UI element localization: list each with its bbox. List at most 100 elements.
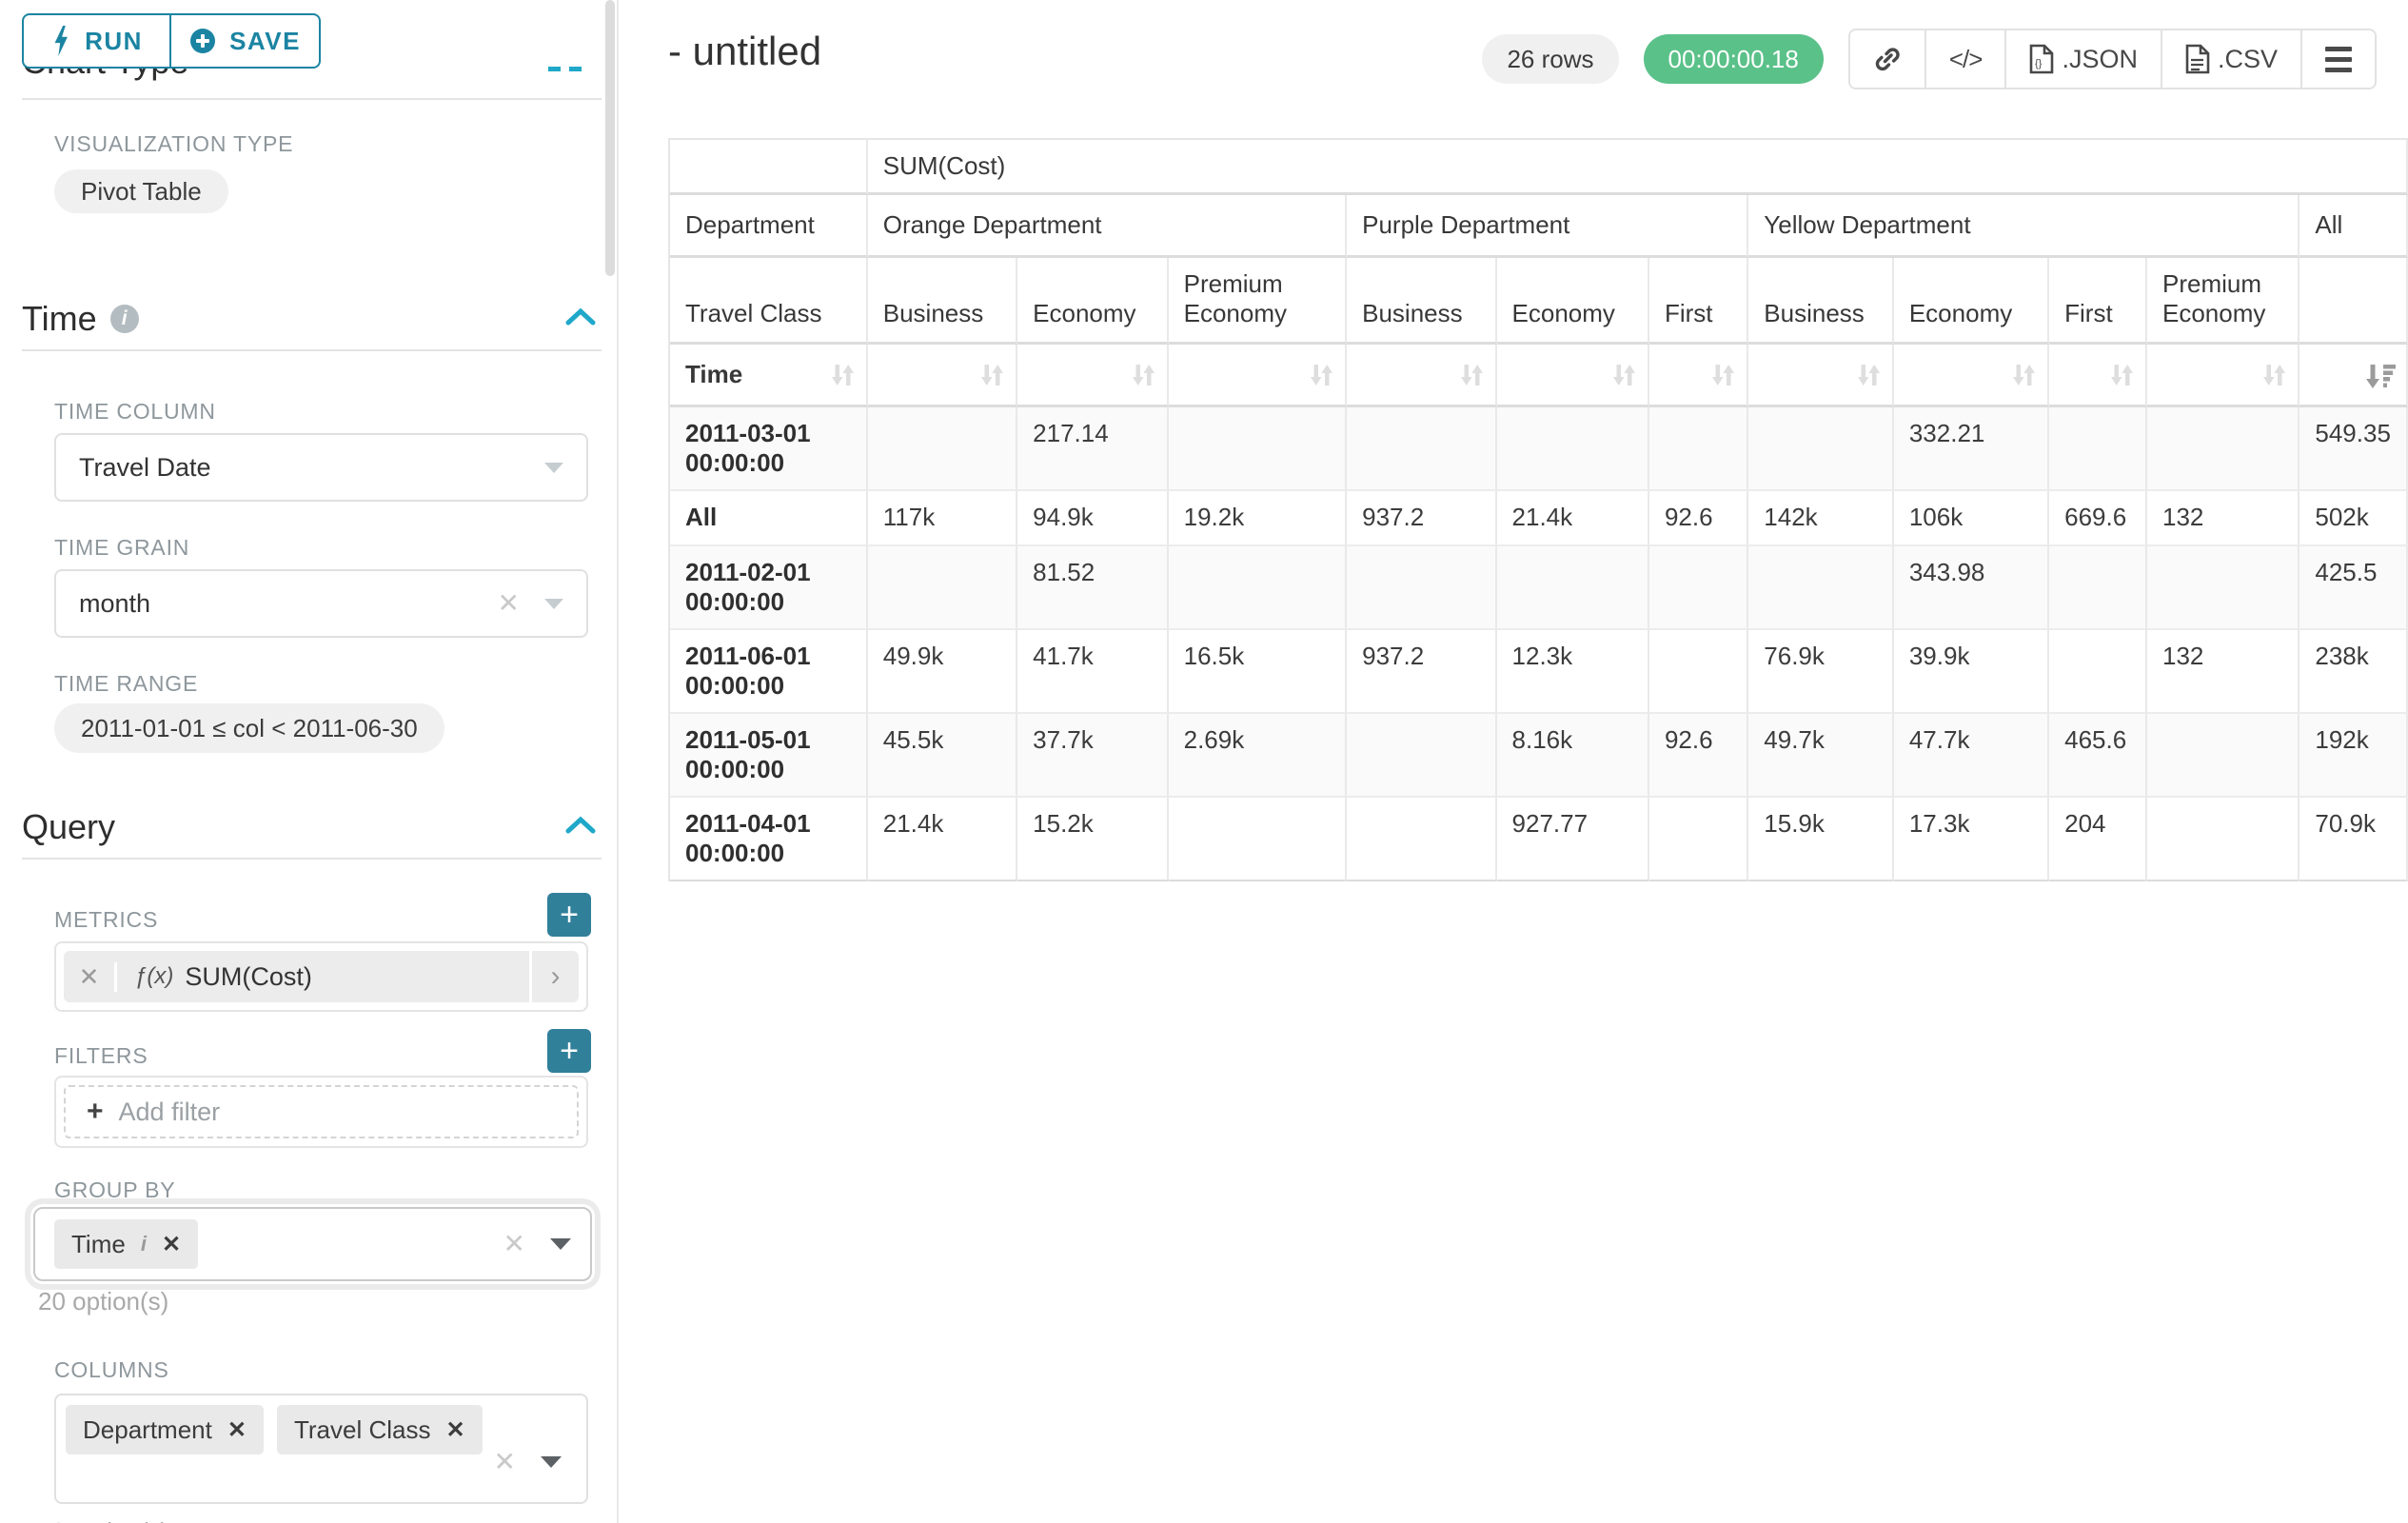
selected-option-pill[interactable]: Time i ✕	[54, 1219, 199, 1269]
sort-arrows-icon[interactable]	[2009, 361, 2038, 389]
sort-amount-desc-icon[interactable]	[2364, 361, 2397, 389]
pivot-cell: 19.2k	[1168, 491, 1348, 546]
pivot-cell: 927.77	[1496, 798, 1649, 881]
time-grain-select[interactable]: month ✕	[54, 569, 588, 638]
sort-arrows-icon[interactable]	[1854, 361, 1883, 389]
add-filter-button[interactable]: + Add filter	[64, 1085, 579, 1138]
run-button[interactable]: RUN	[22, 13, 170, 69]
pivot-cell: 47.7k	[1893, 714, 2050, 798]
file-csv-icon	[2185, 44, 2210, 74]
caret-down-icon[interactable]	[541, 1456, 562, 1468]
pivot-cell	[2147, 798, 2300, 881]
pivot-data-row: 2011-04-01 00:00:00 21.4k 15.2k 927.77 15.9k…	[670, 798, 2408, 881]
column-header: Business	[867, 258, 1018, 345]
embed-code-button[interactable]: </>	[1925, 30, 2007, 88]
pivot-cell: 238k	[2299, 630, 2408, 714]
x-icon[interactable]: ✕	[503, 1229, 525, 1258]
pivot-cell: 15.9k	[1748, 798, 1894, 881]
pivot-cell	[1648, 546, 1749, 630]
sort-arrows-icon[interactable]	[828, 361, 857, 389]
pivot-cell: 21.4k	[1496, 491, 1649, 546]
filters-field: + Add filter	[54, 1076, 588, 1148]
column-header: Business	[1347, 258, 1497, 345]
pivot-cell: 8.16k	[1496, 714, 1649, 798]
group-by-select[interactable]: Time i ✕ ✕	[33, 1207, 592, 1281]
pivot-row-label: 2011-04-01 00:00:00	[670, 798, 868, 881]
chart-title[interactable]: - untitled	[668, 29, 822, 73]
pivot-cell	[1347, 714, 1497, 798]
time-row-header: Time	[670, 345, 868, 407]
sidebar-scrollbar[interactable]	[605, 0, 615, 276]
x-icon[interactable]: ✕	[493, 1447, 516, 1476]
sort-arrows-icon[interactable]	[2260, 361, 2288, 389]
add-filter-plus-button[interactable]: +	[547, 1029, 591, 1073]
more-menu-button[interactable]	[2302, 30, 2375, 88]
pivot-cell	[2049, 630, 2147, 714]
remove-pill-icon[interactable]: ✕	[161, 1231, 182, 1257]
pivot-cell	[1168, 798, 1348, 881]
x-icon[interactable]: ✕	[497, 588, 520, 618]
columns-select[interactable]: Department ✕ Travel Class ✕ ✕	[54, 1394, 588, 1504]
add-filter-label: Add filter	[118, 1097, 221, 1126]
pivot-cell	[1648, 407, 1749, 491]
export-csv-button[interactable]: .CSV	[2161, 30, 2302, 88]
column-header: First	[2049, 258, 2147, 345]
pivot-cell	[1496, 407, 1649, 491]
add-metric-button[interactable]: +	[547, 893, 591, 937]
metric-value: SUM(Cost)	[185, 961, 312, 991]
remove-pill-icon[interactable]: ✕	[227, 1416, 247, 1443]
chevron-right-icon[interactable]: ›	[529, 951, 579, 1002]
plus-circle-icon	[190, 29, 216, 53]
run-save-button-group: RUN SAVE	[22, 13, 321, 69]
sort-arrows-icon[interactable]	[2107, 361, 2136, 389]
control-panel: Chart Type RUN SAVE VISUALIZATION TYPE P	[0, 0, 619, 1523]
pivot-cell	[1648, 798, 1749, 881]
pivot-cell: 41.7k	[1017, 630, 1169, 714]
time-range-pill[interactable]: 2011-01-01 ≤ col < 2011-06-30	[54, 703, 444, 753]
selected-option-pill[interactable]: Travel Class ✕	[276, 1405, 483, 1454]
remove-pill-icon[interactable]: ✕	[445, 1416, 465, 1443]
file-json-icon: {}	[2030, 44, 2054, 74]
save-button[interactable]: SAVE	[170, 13, 321, 69]
pivot-cell: 217.14	[1017, 407, 1169, 491]
pivot-table-container: SUM(Cost) Department Orange Department Purp…	[668, 138, 2408, 881]
pivot-cell: 937.2	[1347, 630, 1497, 714]
remove-metric-icon[interactable]: ✕	[64, 961, 117, 992]
hamburger-icon	[2325, 46, 2352, 72]
pivot-data-row: 2011-06-01 00:00:00 49.9k 41.7k 16.5k 937.2 1…	[670, 630, 2408, 714]
pivot-cell: 343.98	[1893, 546, 2050, 630]
sort-header-cell	[2147, 345, 2300, 407]
time-column-label: TIME COLUMN	[54, 399, 216, 424]
sort-arrows-icon[interactable]	[977, 361, 1006, 389]
column-header: Economy	[1017, 258, 1169, 345]
selected-option-pill[interactable]: Department ✕	[66, 1405, 264, 1454]
export-json-button[interactable]: {} .JSON	[2006, 30, 2162, 88]
sort-arrows-icon[interactable]	[1457, 361, 1486, 389]
sort-arrows-icon[interactable]	[1129, 361, 1157, 389]
visualization-type-pill[interactable]: Pivot Table	[54, 169, 228, 213]
group-by-options-hint: 20 option(s)	[38, 1287, 169, 1315]
pivot-cell: 45.5k	[867, 714, 1018, 798]
sort-arrows-icon[interactable]	[1708, 361, 1737, 389]
pivot-cell	[2049, 407, 2147, 491]
chevron-up-icon[interactable]	[563, 815, 598, 841]
caret-down-icon[interactable]	[550, 1238, 571, 1250]
metric-pill[interactable]: ✕ ƒ(x) SUM(Cost) ›	[64, 951, 579, 1002]
caret-down-icon[interactable]	[544, 462, 563, 473]
chevron-up-icon[interactable]	[563, 307, 598, 332]
sort-arrows-icon[interactable]	[1307, 361, 1335, 389]
column-header	[2299, 258, 2408, 345]
pivot-cell: 2.69k	[1168, 714, 1348, 798]
pivot-cell	[2147, 407, 2300, 491]
permalink-button[interactable]	[1849, 30, 1926, 88]
pivot-cell	[2147, 546, 2300, 630]
caret-down-icon[interactable]	[544, 598, 563, 609]
pivot-cell: 21.4k	[867, 798, 1018, 881]
time-row-label: Time	[685, 360, 743, 388]
pivot-cell: 17.3k	[1893, 798, 2050, 881]
pivot-cell: 117k	[867, 491, 1018, 546]
sort-arrows-icon[interactable]	[1609, 361, 1638, 389]
column-group-header: Orange Department	[867, 195, 1348, 258]
time-column-select[interactable]: Travel Date	[54, 433, 588, 502]
